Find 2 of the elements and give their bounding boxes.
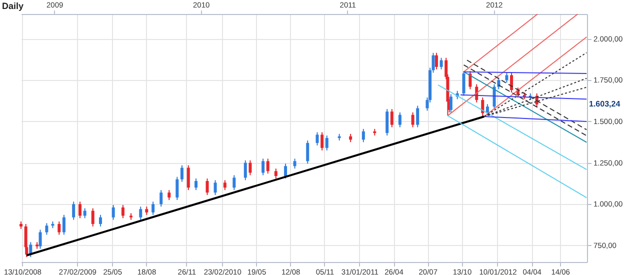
chart-title: Daily [2,1,24,11]
text: 1.603,24 [589,99,621,108]
